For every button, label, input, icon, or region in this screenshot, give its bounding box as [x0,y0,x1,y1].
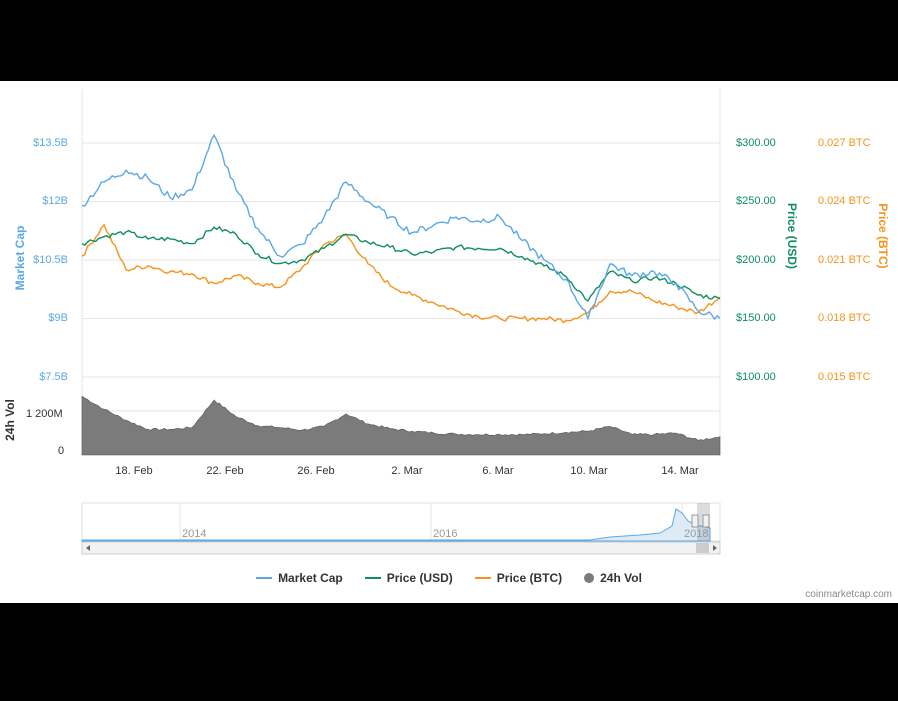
y-axis-title-mcap: Market Cap [13,225,27,291]
y-tick-vol-1: 0 [58,445,65,457]
x-tick-1: 22. Feb [206,465,244,477]
y-tick-btc-1: 0.024 BTC [818,195,871,207]
y-axis-title-usd: Price (USD) [785,202,799,270]
navigator-year-1: 2016 [433,528,458,540]
y-tick-usd-2: $200.00 [736,254,776,266]
legend-item-market-cap[interactable]: Market Cap [256,571,343,585]
navigator[interactable] [81,502,721,555]
y-tick-usd-4: $100.00 [736,371,776,383]
x-tick-0: 18. Feb [115,465,153,477]
y-tick-mcap-0: $13.5B [33,137,68,149]
y-tick-mcap-3: $9B [48,312,68,324]
y-tick-btc-2: 0.021 BTC [818,254,871,266]
y-tick-btc-0: 0.027 BTC [818,137,871,149]
series-line-price-btc [81,223,721,324]
legend-label-market-cap: Market Cap [278,571,343,585]
y-axis-title-vol: 24h Vol [3,399,17,441]
navigator-frame [81,502,721,542]
x-tick-6: 14. Mar [661,465,699,477]
series-line-price-usd [81,225,721,302]
credits-link[interactable]: coinmarketcap.com [805,589,892,600]
navigator-series [81,508,711,542]
navigator-handle-left [691,514,699,528]
grid-lines [81,89,721,455]
x-tick-5: 10. Mar [570,465,608,477]
legend-label-price-usd: Price (USD) [386,571,453,585]
navigator-year-2: 2018 [684,528,709,540]
chart-panel: $13.5B $12B $10.5B $9B $7.5B $300.00 $25… [0,81,898,603]
scroll-right-icon [713,545,717,551]
legend-label-volume: 24h Vol [600,571,642,585]
series-line-market-cap [81,133,721,321]
scroll-left-icon [86,545,90,551]
legend-label-price-btc: Price (BTC) [496,571,563,585]
chart-canvas [81,89,721,555]
price-lines [81,133,721,324]
legend-item-price-btc[interactable]: Price (BTC) [474,571,563,585]
y-tick-mcap-4: $7.5B [39,371,68,383]
legend-swatch-price-btc [474,577,491,579]
y-tick-mcap-2: $10.5B [33,254,68,266]
y-axis-title-btc: Price (BTC) [876,203,890,269]
navigator-scrollbar-thumb [696,543,709,553]
y-tick-usd-3: $150.00 [736,312,776,324]
legend: Market Cap Price (USD) Price (BTC) 24h V… [0,571,898,585]
x-tick-4: 6. Mar [482,465,514,477]
navigator-year-0: 2014 [182,528,207,540]
volume-area [81,395,721,456]
y-tick-usd-0: $300.00 [736,137,776,149]
y-tick-mcap-1: $12B [42,195,68,207]
legend-item-volume[interactable]: 24h Vol [584,571,642,585]
navigator-handle-right [702,514,710,528]
y-tick-btc-3: 0.018 BTC [818,312,871,324]
y-tick-vol-0: 1 200M [26,408,63,420]
navigator-scrollbar [81,541,721,555]
legend-swatch-volume [584,573,595,583]
x-tick-3: 2. Mar [391,465,423,477]
legend-swatch-price-usd [364,577,381,579]
y-tick-usd-1: $250.00 [736,195,776,207]
y-tick-btc-4: 0.015 BTC [818,371,871,383]
legend-item-price-usd[interactable]: Price (USD) [364,571,453,585]
x-tick-2: 26. Feb [297,465,335,477]
legend-swatch-market-cap [256,577,273,579]
volume-series-area [81,395,721,456]
